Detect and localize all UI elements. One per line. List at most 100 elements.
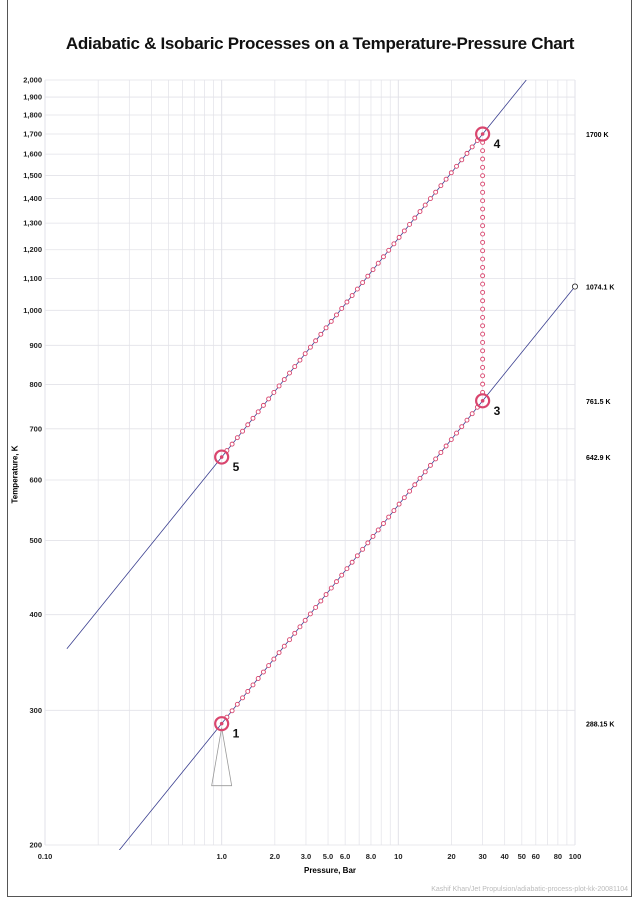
y-tick-label: 1,800 [23,111,42,120]
process-dot [459,157,465,163]
process-dot [480,365,486,370]
process-dot [464,150,470,156]
x-tick-label: 3.0 [301,852,311,861]
process-dot [396,234,402,240]
process-dot [365,273,371,279]
process-dot [318,331,324,337]
process-dot [480,248,486,254]
adiabat-line [66,80,527,650]
process-dot [381,254,386,260]
process-dot [292,364,298,370]
process-dot [381,521,386,526]
x-tick-label: 1.0 [216,852,226,861]
state-point-label: 3 [494,404,501,418]
process-dot [480,339,486,345]
state-point-label: 5 [233,460,240,474]
process-dot [354,553,360,559]
process-dot [480,273,486,279]
process-dot [292,630,298,636]
process-dot [234,701,240,707]
process-dot [370,267,376,273]
process-dot [417,475,423,481]
y-tick-label: 1,700 [23,129,42,138]
process-dot [271,656,277,662]
process-dot [448,437,454,443]
process-dot [443,443,449,449]
process-dot [349,559,355,565]
process-dot [339,305,345,311]
process-dot [480,173,486,179]
process-dot [240,695,245,701]
process-dot [297,357,303,363]
process-dot [443,176,449,182]
process-dot [454,163,459,169]
process-dot [480,223,486,229]
y-tick-label: 400 [29,610,42,619]
x-tick-label: 50 [518,852,526,861]
value-label: 288.15 K [586,722,614,729]
process-dot [480,331,486,337]
state-point-ring [214,716,230,732]
adiabat-line [118,286,576,850]
process-dot [480,298,486,304]
y-tick-label: 600 [29,476,42,485]
process-dot [412,482,418,488]
process-dot [480,198,486,204]
x-tick-label: 20 [447,852,455,861]
process-dot [401,228,407,234]
process-dot [422,202,428,208]
process-dot [229,708,235,714]
credit-watermark: Kashif Khan/Jet Propulsion/adiabatic-pro… [431,886,628,893]
process-dot [480,356,486,362]
process-dot [255,409,261,415]
y-tick-label: 1,600 [23,150,42,159]
process-dot [391,508,397,514]
state-point-label: 4 [494,137,501,151]
process-dot [245,688,251,694]
process-dot [386,514,392,520]
process-dot [438,183,444,189]
state-point-center [480,399,485,403]
process-dot [260,669,266,675]
y-tick-label: 200 [29,841,42,850]
process-dot [480,281,486,287]
state-point-label: 1 [233,727,240,741]
process-dot [250,682,256,688]
process-dot [422,469,428,475]
y-tick-label: 1,200 [23,245,42,254]
process-dot [386,247,392,253]
x-tick-label: 100 [569,852,582,861]
process-dot [480,264,486,270]
process-dot [480,181,486,187]
x-axis-label: Pressure, Bar [303,866,357,875]
process-dot [313,338,319,344]
state-point-ring [475,126,491,142]
y-tick-label: 1,000 [23,306,42,315]
process-dot [334,579,339,585]
process-dot [480,164,486,170]
process-dot [480,156,486,162]
process-dot [276,650,282,656]
process-dot [339,572,345,578]
process-dot [323,325,329,331]
process-dot [297,624,303,630]
process-dot [365,540,371,546]
x-tick-label: 60 [532,852,540,861]
process-dot [417,209,423,214]
x-tick-label: 5.0 [323,852,333,861]
y-tick-label: 1,300 [23,219,42,228]
process-dot [323,592,329,597]
process-dot [328,585,334,591]
process-dot [480,256,486,262]
process-dot [313,604,319,610]
process-dot [255,676,261,681]
process-dot [391,241,397,247]
x-tick-label: 6.0 [340,852,350,861]
process-dot [360,280,366,286]
process-dot [480,231,486,237]
process-dot [375,260,381,266]
process-dot [469,144,475,150]
process-dot [302,617,308,623]
process-dot [281,377,287,382]
